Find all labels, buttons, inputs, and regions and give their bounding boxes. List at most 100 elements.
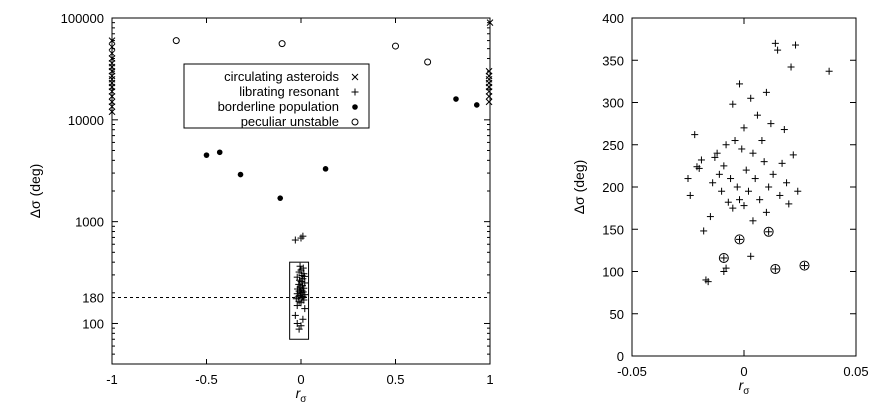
data-point bbox=[424, 58, 432, 66]
legend-label: circulating asteroids bbox=[224, 69, 339, 84]
y-tick-label: 1000 bbox=[75, 215, 104, 230]
data-point bbox=[765, 183, 773, 191]
data-point bbox=[108, 55, 116, 62]
y-tick-label: 200 bbox=[602, 180, 624, 195]
data-point bbox=[278, 40, 286, 48]
data-point bbox=[727, 175, 735, 183]
data-point bbox=[736, 80, 744, 88]
y-tick-label: 350 bbox=[602, 53, 624, 68]
data-point bbox=[485, 98, 493, 106]
data-point bbox=[778, 159, 786, 167]
zoom-region-box bbox=[289, 261, 310, 340]
data-point bbox=[295, 325, 303, 333]
data-point bbox=[108, 93, 116, 100]
data-point bbox=[740, 202, 748, 210]
y-axis-label: Δσ (deg) bbox=[27, 164, 43, 219]
x-axis-label: rσ bbox=[296, 385, 308, 405]
series-circled bbox=[718, 226, 810, 274]
data-point bbox=[299, 315, 307, 323]
data-point bbox=[794, 187, 802, 195]
data-point bbox=[720, 162, 728, 170]
data-point bbox=[291, 236, 299, 244]
data-point bbox=[729, 204, 737, 212]
data-point bbox=[293, 319, 301, 327]
data-point bbox=[108, 108, 116, 116]
x-tick-label: 0 bbox=[740, 364, 747, 379]
data-point bbox=[718, 252, 729, 263]
series-librating-resonant bbox=[684, 39, 833, 286]
x-tick-label: 0 bbox=[297, 372, 304, 387]
data-point bbox=[742, 166, 750, 174]
y-tick-label: 10000 bbox=[68, 113, 104, 128]
data-point bbox=[695, 164, 703, 172]
data-point bbox=[704, 278, 712, 286]
data-point bbox=[296, 262, 304, 270]
data-point bbox=[736, 196, 744, 204]
data-point bbox=[744, 187, 752, 195]
data-point bbox=[299, 232, 307, 240]
data-point bbox=[731, 137, 739, 145]
data-point bbox=[237, 171, 244, 178]
data-point bbox=[691, 131, 699, 139]
data-point bbox=[293, 273, 301, 281]
y-tick-label: 100 bbox=[82, 316, 104, 331]
data-point bbox=[783, 179, 791, 187]
data-point bbox=[722, 141, 730, 149]
data-point bbox=[322, 166, 329, 172]
data-point bbox=[697, 156, 705, 164]
series-peculiar-unstable bbox=[172, 37, 432, 66]
data-point bbox=[724, 198, 732, 206]
data-point bbox=[825, 67, 833, 75]
y-axis-label: Δσ (deg) bbox=[571, 160, 587, 215]
data-point bbox=[203, 152, 210, 158]
legend-box bbox=[183, 63, 370, 129]
data-point bbox=[776, 191, 784, 199]
reference-line-label: 180 bbox=[82, 290, 104, 305]
data-point bbox=[277, 195, 284, 201]
data-point bbox=[758, 137, 766, 145]
data-point bbox=[453, 96, 459, 102]
data-point bbox=[684, 175, 692, 183]
plot-frame bbox=[631, 17, 857, 357]
data-point bbox=[700, 227, 708, 235]
y-tick-label: 100000 bbox=[61, 11, 104, 26]
y-tick-label: 300 bbox=[602, 96, 624, 111]
data-point bbox=[485, 93, 493, 100]
data-point bbox=[351, 118, 359, 126]
data-point bbox=[352, 104, 358, 110]
data-point bbox=[787, 63, 795, 71]
data-point bbox=[291, 311, 299, 319]
data-point bbox=[485, 67, 493, 75]
data-point bbox=[734, 234, 745, 245]
data-point bbox=[172, 37, 180, 45]
data-point bbox=[792, 41, 800, 49]
data-point bbox=[713, 149, 721, 157]
x-tick-label: 0.05 bbox=[843, 364, 868, 379]
data-point bbox=[108, 49, 116, 57]
data-point bbox=[780, 126, 788, 134]
x-tick-label: 1 bbox=[486, 372, 493, 387]
data-point bbox=[300, 272, 308, 280]
data-point bbox=[293, 302, 301, 310]
data-point bbox=[473, 102, 480, 108]
y-tick-label: 50 bbox=[610, 307, 624, 322]
data-point bbox=[749, 149, 757, 157]
data-point bbox=[301, 279, 309, 287]
data-point bbox=[299, 288, 307, 296]
y-tick-label: 400 bbox=[602, 11, 624, 26]
data-point bbox=[789, 151, 797, 159]
data-point bbox=[747, 94, 755, 102]
data-point bbox=[108, 43, 116, 51]
data-point bbox=[392, 42, 399, 50]
data-point bbox=[762, 88, 770, 96]
series-librating-resonant bbox=[291, 232, 309, 333]
data-point bbox=[711, 153, 719, 161]
data-point bbox=[740, 124, 748, 132]
x-axis-label: rσ bbox=[739, 377, 751, 397]
x-tick-label: -1 bbox=[106, 372, 118, 387]
y-tick-label: 100 bbox=[602, 265, 624, 280]
data-point bbox=[718, 187, 726, 195]
data-point bbox=[216, 149, 223, 156]
left-chart: -1 -0.5 0 0.5 1 100 1000 10000 100000 180 circulat… bbox=[27, 11, 494, 405]
data-point bbox=[762, 208, 770, 216]
